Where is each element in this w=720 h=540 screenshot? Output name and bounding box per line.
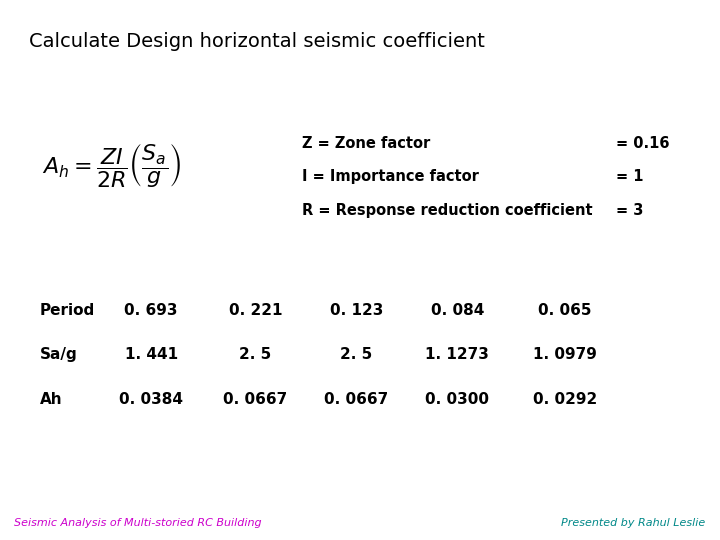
Text: 0. 0667: 0. 0667: [324, 392, 389, 407]
Text: $\mathit{A}_h = \dfrac{ZI}{2R}\left(\dfrac{S_a}{g}\right)$: $\mathit{A}_h = \dfrac{ZI}{2R}\left(\dfr…: [42, 141, 181, 188]
Text: Z = Zone factor: Z = Zone factor: [302, 136, 431, 151]
Text: Calculate Design horizontal seismic coefficient: Calculate Design horizontal seismic coef…: [29, 32, 485, 51]
Text: 0. 0667: 0. 0667: [223, 392, 288, 407]
Text: R = Response reduction coefficient: R = Response reduction coefficient: [302, 202, 593, 218]
Text: = 3: = 3: [616, 202, 643, 218]
Text: 1. 441: 1. 441: [125, 347, 178, 362]
Text: 0. 065: 0. 065: [539, 303, 592, 318]
Text: 2. 5: 2. 5: [240, 347, 271, 362]
Text: 0. 0300: 0. 0300: [426, 392, 489, 407]
Text: Period: Period: [40, 303, 95, 318]
Text: 0. 0292: 0. 0292: [533, 392, 598, 407]
Text: 0. 084: 0. 084: [431, 303, 484, 318]
Text: 0. 221: 0. 221: [229, 303, 282, 318]
Text: I = Importance factor: I = Importance factor: [302, 169, 480, 184]
Text: = 0.16: = 0.16: [616, 136, 669, 151]
Text: 0. 693: 0. 693: [125, 303, 178, 318]
Text: Presented by Rahul Leslie: Presented by Rahul Leslie: [562, 518, 706, 528]
Text: 1. 1273: 1. 1273: [426, 347, 489, 362]
Text: = 1: = 1: [616, 169, 643, 184]
Text: Seismic Analysis of Multi-storied RC Building: Seismic Analysis of Multi-storied RC Bui…: [14, 518, 262, 528]
Text: 0. 123: 0. 123: [330, 303, 383, 318]
Text: Sa/g: Sa/g: [40, 347, 77, 362]
Text: 2. 5: 2. 5: [341, 347, 372, 362]
Text: 0. 0384: 0. 0384: [120, 392, 183, 407]
Text: 1. 0979: 1. 0979: [534, 347, 597, 362]
Text: Ah: Ah: [40, 392, 62, 407]
